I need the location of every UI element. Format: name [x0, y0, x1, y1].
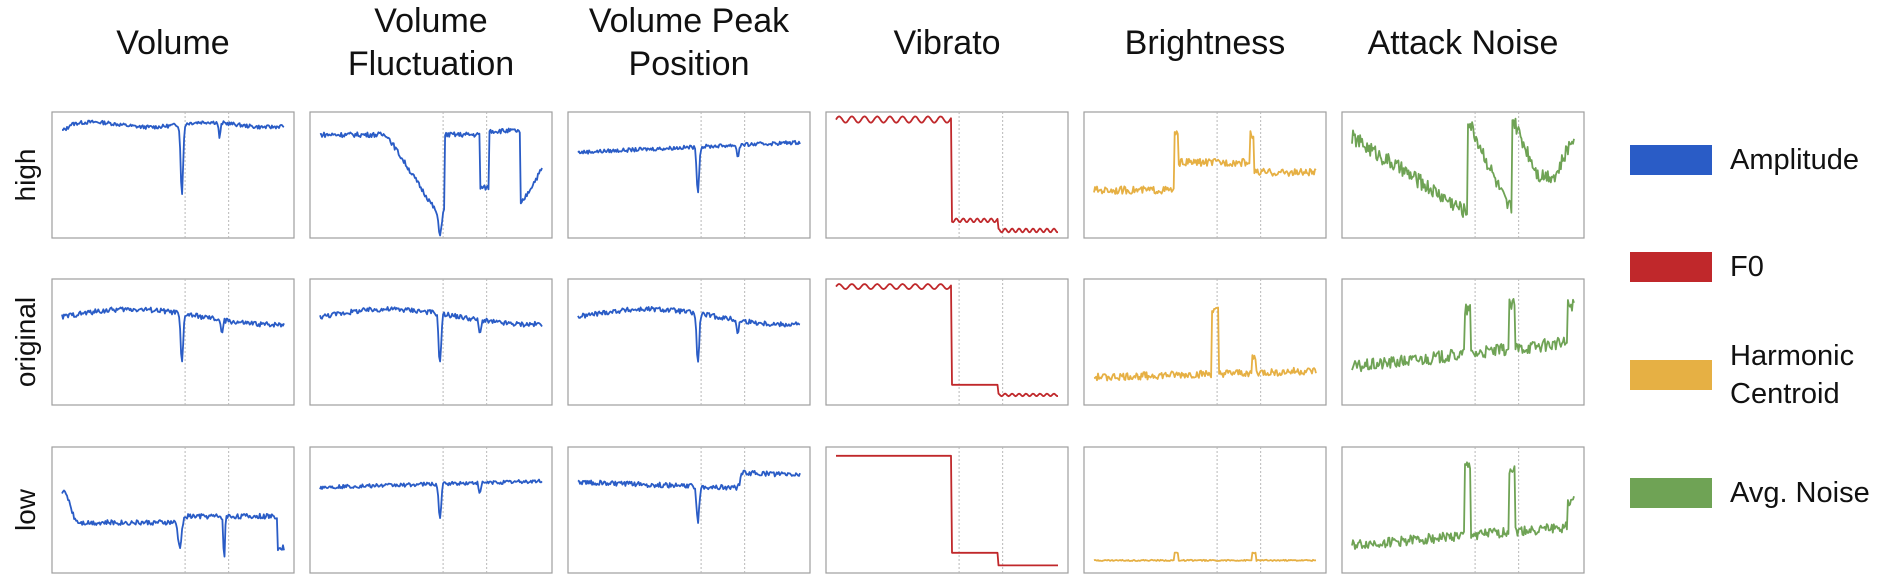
legend-swatch [1630, 478, 1712, 508]
column-title-volume-fluctuation: Volume Fluctuation [347, 2, 515, 83]
panel-original-volume [51, 278, 295, 406]
legend-label: Avg. Noise [1730, 477, 1870, 509]
panel-high-vibrato [825, 111, 1069, 239]
series-line-f0 [835, 283, 1059, 398]
series-line-amplitude [61, 489, 285, 558]
panel-frame [567, 446, 811, 574]
column-title-brightness: Brightness [1124, 24, 1286, 62]
series-line-amplitude [319, 478, 543, 519]
panel-frame [567, 278, 811, 406]
series-line-avg-noise [1351, 461, 1575, 550]
panel-original-vibrato [825, 278, 1069, 406]
panel-frame [825, 446, 1069, 574]
panel-low-volume-fluctuation [309, 446, 553, 574]
panel-original-attack-noise [1341, 278, 1585, 406]
series-line-f0 [836, 454, 1058, 567]
panel-frame [51, 111, 295, 239]
panel-high-volume-fluctuation [309, 111, 553, 239]
column-title-volume-peak-position: Volume Peak Position [588, 2, 790, 83]
panel-frame [567, 111, 811, 239]
series-line-amplitude [577, 306, 801, 363]
column-title-attack-noise: Attack Noise [1367, 24, 1559, 62]
panel-high-brightness [1083, 111, 1327, 239]
series-line-amplitude [61, 306, 285, 363]
series-line-amplitude [319, 306, 543, 363]
panel-original-brightness [1083, 278, 1327, 406]
panel-frame [309, 446, 553, 574]
panel-high-volume [51, 111, 295, 239]
series-line-harmonic-centroid [1093, 130, 1317, 195]
legend-swatch [1630, 145, 1712, 175]
legend-label: F0 [1730, 251, 1764, 283]
legend-label: Amplitude [1730, 144, 1859, 176]
series-line-f0 [835, 115, 1059, 234]
panel-frame [1083, 111, 1327, 239]
panel-frame [309, 278, 553, 406]
column-title-volume: Volume [116, 24, 230, 62]
panel-frame [1341, 446, 1585, 574]
panel-frame [1083, 446, 1327, 574]
legend-swatch [1630, 252, 1712, 282]
series-line-avg-noise [1351, 117, 1575, 218]
chart-grid [51, 111, 1585, 574]
panel-frame [825, 111, 1069, 239]
legend-swatch [1630, 360, 1712, 390]
panel-high-attack-noise [1341, 111, 1585, 239]
panel-frame [51, 278, 295, 406]
panel-low-attack-noise [1341, 446, 1585, 574]
series-line-harmonic-centroid [1093, 306, 1317, 382]
column-title-vibrato: Vibrato [893, 24, 1001, 62]
series-line-avg-noise [1351, 298, 1575, 373]
series-line-amplitude [62, 119, 285, 195]
panel-original-volume-fluctuation [309, 278, 553, 406]
panel-high-volume-peak-position [567, 111, 811, 239]
panel-original-volume-peak-position [567, 278, 811, 406]
panel-low-brightness [1083, 446, 1327, 574]
series-line-amplitude [577, 469, 801, 524]
series-line-harmonic-centroid [1093, 551, 1317, 562]
panel-frame [51, 446, 295, 574]
panel-frame [825, 278, 1069, 406]
panel-frame [1083, 278, 1327, 406]
legend-label: Harmonic Centroid [1730, 340, 1855, 410]
panel-low-volume [51, 446, 295, 574]
panel-low-vibrato [825, 446, 1069, 574]
series-line-amplitude [319, 127, 543, 237]
series-line-amplitude [577, 139, 801, 194]
panel-low-volume-peak-position [567, 446, 811, 574]
